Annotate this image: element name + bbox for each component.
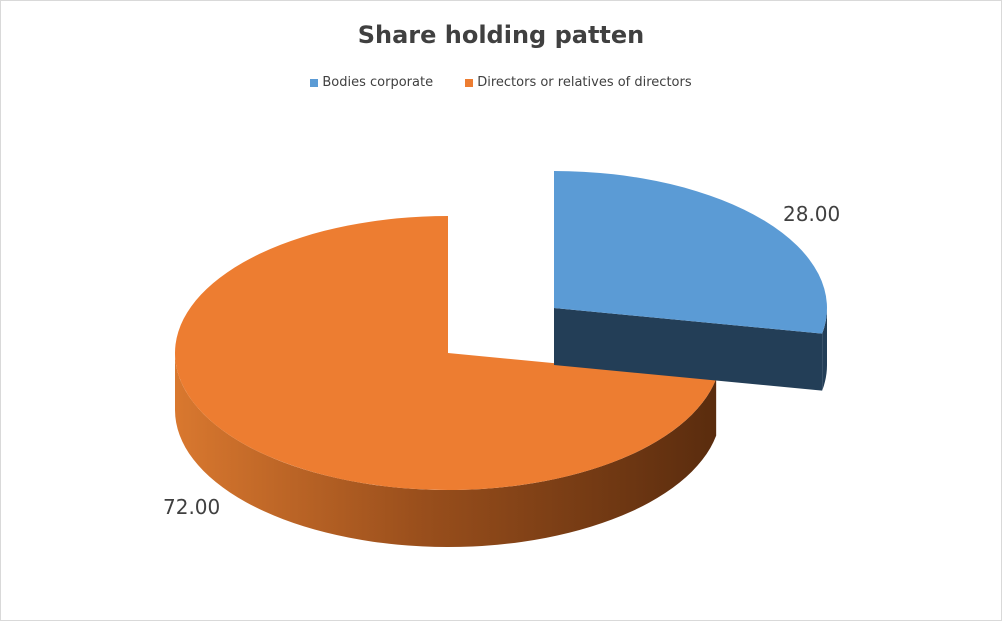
- pie-slice-0: [554, 171, 827, 334]
- data-label-bodies-corporate: 28.00: [783, 202, 840, 226]
- pie-side-0: [822, 308, 827, 391]
- pie-cut-face-0: [554, 308, 823, 391]
- legend-item-bodies-corporate: Bodies corporate: [310, 75, 433, 90]
- legend-label: Bodies corporate: [322, 75, 434, 90]
- legend-label: Directors or relatives of directors: [477, 75, 692, 90]
- pie-side-1: [175, 353, 717, 547]
- legend-swatch: [310, 78, 319, 87]
- pie-slice-1: [174, 216, 717, 490]
- legend: Bodies corporate Directors or relatives …: [1, 75, 1001, 91]
- legend-item-directors: Directors or relatives of directors: [465, 75, 692, 90]
- data-label-directors: 72.00: [163, 495, 220, 519]
- legend-swatch: [465, 78, 474, 87]
- chart-title: Share holding patten: [357, 21, 645, 49]
